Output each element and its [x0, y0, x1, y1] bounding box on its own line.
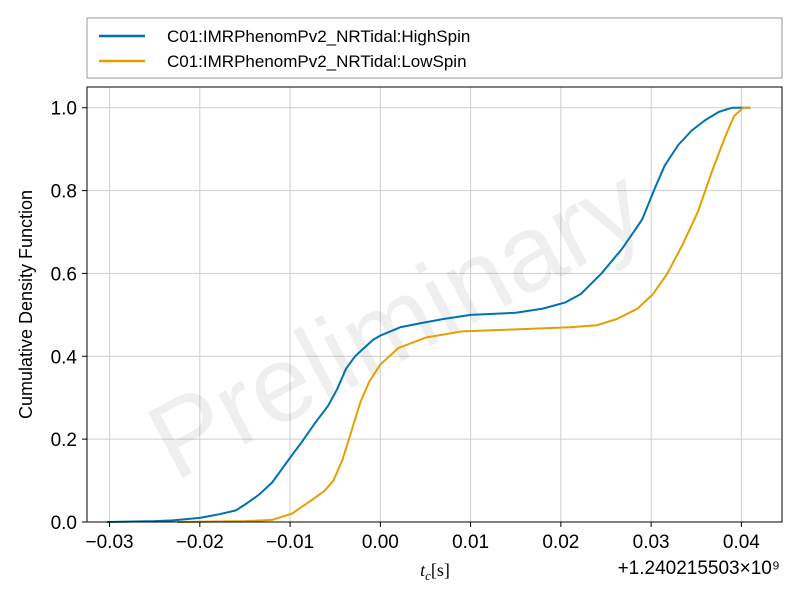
y-tick-label: 0.2 — [51, 430, 77, 451]
y-tick-label: 1.0 — [51, 99, 77, 120]
series-line-2 — [177, 106, 751, 523]
legend-entries: C01:IMRPhenomPv2_NRTidal:HighSpin C01:IMR… — [99, 27, 470, 71]
x-label-unit: [s] — [431, 560, 450, 580]
x-axis-ticks: −0.03 −0.02 −0.01 0.00 0.01 0.02 0.03 0.04 — [86, 522, 760, 553]
x-axis-offset-label: +1.240215503×10⁹ — [618, 558, 780, 579]
series-lines — [106, 106, 751, 523]
x-label-subscript: c — [425, 568, 431, 583]
legend-box — [86, 17, 783, 79]
y-tick-label: 0.6 — [51, 264, 77, 285]
x-tick-label: −0.01 — [266, 532, 314, 553]
x-axis-label: tc[s] — [420, 560, 450, 583]
series-line-1 — [106, 106, 751, 523]
x-tick-label: 0.00 — [362, 532, 399, 553]
legend-label-2: C01:IMRPhenomPv2_NRTidal:LowSpin — [167, 52, 467, 71]
plot-frame — [86, 86, 783, 523]
x-tick-label: 0.03 — [633, 532, 670, 553]
legend: C01:IMRPhenomPv2_NRTidal:HighSpin C01:IMR… — [86, 17, 783, 79]
y-axis-ticks: 0.0 0.2 0.4 0.6 0.8 1.0 — [51, 99, 87, 534]
watermark-text: Preliminary — [129, 142, 663, 502]
x-label-symbol: t — [420, 560, 426, 580]
x-tick-label: 0.04 — [723, 532, 760, 553]
legend-label-1: C01:IMRPhenomPv2_NRTidal:HighSpin — [167, 27, 470, 46]
x-tick-label: 0.02 — [542, 532, 579, 553]
x-tick-label: 0.01 — [452, 532, 489, 553]
x-tick-label: −0.02 — [176, 532, 224, 553]
y-axis-label: Cumulative Density Function — [16, 190, 36, 419]
y-tick-label: 0.0 — [51, 513, 77, 534]
y-tick-label: 0.4 — [51, 347, 78, 368]
x-tick-label: −0.03 — [86, 532, 134, 553]
y-tick-label: 0.8 — [51, 182, 77, 203]
